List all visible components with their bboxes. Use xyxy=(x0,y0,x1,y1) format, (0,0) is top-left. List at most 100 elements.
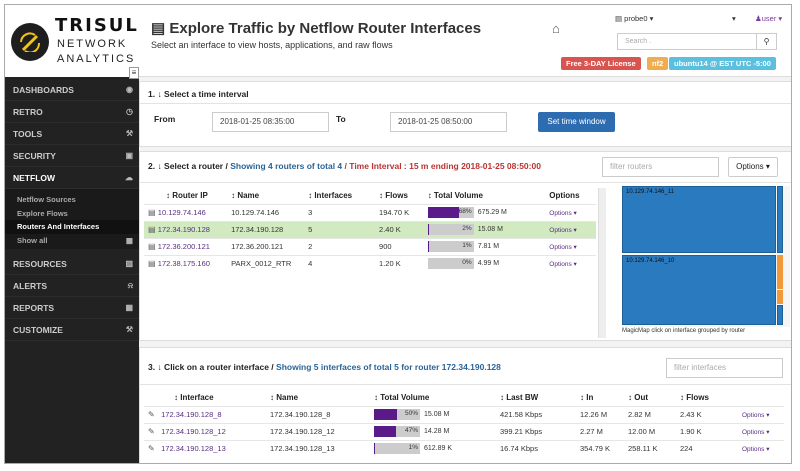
col-total-volume[interactable]: ↕ Total Volume xyxy=(374,393,430,403)
search-icon: ⚲ xyxy=(763,37,770,46)
section1-title: 1. ↓ Select a time interval xyxy=(148,89,249,99)
magicmap-box-small[interactable] xyxy=(777,186,783,253)
sidebar-item-alerts[interactable]: ALERTS ⍾ xyxy=(5,275,139,297)
table-row[interactable]: ✎ 172.34.190.128_8 172.34.190.128_8 50% 1… xyxy=(144,405,784,423)
home-icon[interactable]: ⌂ xyxy=(552,21,560,36)
row-options-dropdown[interactable]: Options ▾ xyxy=(549,244,577,251)
col-name[interactable]: ↕ Name xyxy=(270,393,299,403)
brand-line2: NETWORK xyxy=(57,38,128,50)
sidebar-item-dashboards[interactable]: DASHBOARDS ◉ xyxy=(5,79,139,101)
from-datetime-input[interactable]: 2018-01-25 08:35:00 xyxy=(212,112,329,132)
filter-interfaces-input[interactable]: filter interfaces xyxy=(666,358,783,378)
sidebar-item-label: SECURITY xyxy=(13,151,56,161)
submenu-item-explore-flows[interactable]: Explore Flows xyxy=(17,208,68,218)
to-datetime-input[interactable]: 2018-01-25 08:50:00 xyxy=(390,112,507,132)
col-name[interactable]: ↕ Name xyxy=(231,191,260,201)
submenu-item-routers-interfaces[interactable]: Routers And Interfaces xyxy=(5,220,139,234)
out-volume: 2.82 M xyxy=(624,405,676,423)
magicmap-box-interface-10[interactable]: 10.129.74.146_10 xyxy=(622,255,776,325)
submenu-item-show-all[interactable]: Show all ▦ xyxy=(5,234,139,248)
flows-count: 2.43 K xyxy=(676,405,738,423)
table-row-selected[interactable]: ▤ 172.34.190.128 172.34.190.128 5 2.40 K… xyxy=(144,220,596,238)
router-ip-link[interactable]: 10.129.74.146 xyxy=(157,208,206,217)
col-interfaces[interactable]: ↕ Interfaces xyxy=(308,191,353,201)
table-row[interactable]: ▤ 10.129.74.146 10.129.74.146 3 194.70 K… xyxy=(144,203,596,221)
search-box: Search . ⚲ xyxy=(617,33,777,50)
col-out[interactable]: ↕ Out xyxy=(628,393,648,403)
router-interfaces: 5 xyxy=(304,220,376,238)
status-badge-red[interactable]: 0 xyxy=(708,14,718,25)
grid-icon: ▦ xyxy=(125,235,133,245)
col-router-ip[interactable]: ↕ Router IP xyxy=(166,191,208,201)
col-options xyxy=(738,390,784,406)
sidebar-item-netflow[interactable]: NETFLOW ☁ xyxy=(5,167,139,189)
badge-count: 0 xyxy=(711,16,715,23)
sidebar-item-customize[interactable]: CUSTOMIZE ⚒ xyxy=(5,319,139,341)
sidebar-item-label: CUSTOMIZE xyxy=(13,325,63,335)
col-options: Options xyxy=(549,191,580,201)
sidebar-item-security[interactable]: SECURITY ▣ xyxy=(5,145,139,167)
status-badge-blue[interactable]: 0 xyxy=(720,14,730,25)
dashboard-icon: ◉ xyxy=(126,85,133,94)
search-input[interactable]: Search . xyxy=(625,38,652,45)
volume-value: 15.08 M xyxy=(477,226,503,233)
sidebar-item-retro[interactable]: RETRO ◷ xyxy=(5,101,139,123)
routers-table: ↕ Router IP ↕ Name ↕ Interfaces ↕ Flows … xyxy=(144,188,596,272)
col-flows[interactable]: ↕ Flows xyxy=(379,191,408,201)
sidebar-toggle-button[interactable]: ≡ xyxy=(129,67,139,79)
col-total-volume[interactable]: ↕ Total Volume xyxy=(427,191,483,201)
row-options-dropdown[interactable]: Options ▾ xyxy=(549,261,577,269)
magicmap-box-orange[interactable] xyxy=(777,290,783,304)
last-bw: 399.21 Kbps xyxy=(496,422,576,440)
table-row[interactable]: ✎ 172.34.190.128_13 172.34.190.128_13 1%… xyxy=(144,439,784,457)
interface-link[interactable]: 172.34.190.128_8 xyxy=(161,410,222,419)
row-options-dropdown[interactable]: Options ▾ xyxy=(549,210,577,217)
router-ip-link[interactable]: 172.38.175.160 xyxy=(157,259,210,269)
row-options-dropdown[interactable]: Options ▾ xyxy=(742,412,770,419)
section3-title: 3. ↓ Click on a router interface / Showi… xyxy=(148,362,501,372)
status-badge-green[interactable]: 0 xyxy=(672,14,682,25)
row-options-dropdown[interactable]: Options ▾ xyxy=(549,227,577,234)
user-menu[interactable]: ♟user ▾ xyxy=(755,14,783,23)
table-row[interactable]: ▤ 172.36.200.121 172.36.200.121 2 900 1%… xyxy=(144,237,596,255)
sidebar-item-resources[interactable]: RESOURCES ▨ xyxy=(5,253,139,275)
col-interface[interactable]: ↕ Interface xyxy=(174,393,214,403)
router-options-button[interactable]: Options ▾ xyxy=(728,157,778,177)
interface-link[interactable]: 172.34.190.128_13 xyxy=(161,444,226,454)
volume-bar: 2% xyxy=(427,224,474,235)
router-flows: 194.70 K xyxy=(375,203,424,221)
chevron-down-icon[interactable]: ▾ xyxy=(732,14,736,23)
routers-scrollbar[interactable] xyxy=(598,188,606,338)
status-badge-cyan[interactable]: 0 xyxy=(696,14,706,25)
sidebar-nav: DASHBOARDS ◉ RETRO ◷ TOOLS ⚒ SECURITY ▣ NETF… xyxy=(5,79,139,341)
probe-dropdown[interactable]: ▤ probe0 ▾ xyxy=(615,14,654,23)
magicmap-box-interface-11[interactable]: 10.129.74.146_11 xyxy=(622,186,776,253)
volume-bar: 1% xyxy=(374,443,420,455)
page-title: ▤ Explore Traffic by Netflow Router Inte… xyxy=(151,19,481,37)
status-badge-orange[interactable]: 0 xyxy=(684,14,694,25)
col-last-bw[interactable]: ↕ Last BW xyxy=(500,393,539,403)
sidebar-item-reports[interactable]: REPORTS ▦ xyxy=(5,297,139,319)
volume-bar-fill xyxy=(374,409,397,420)
filter-routers-input[interactable]: filter routers xyxy=(602,157,719,177)
table-row[interactable]: ✎ 172.34.190.128_12 172.34.190.128_12 47… xyxy=(144,422,784,440)
sidebar-item-label: RESOURCES xyxy=(13,259,67,269)
set-time-window-button[interactable]: Set time window xyxy=(538,112,615,132)
logo-mark-icon xyxy=(20,32,40,52)
bell-icon: ⍾ xyxy=(127,281,133,290)
router-ip-link[interactable]: 172.36.200.121 xyxy=(157,242,210,251)
router-ip-link[interactable]: 172.34.190.128 xyxy=(157,225,210,234)
table-icon: ▤ xyxy=(151,20,170,37)
magicmap-box-small[interactable] xyxy=(777,305,783,325)
magicmap-box-orange[interactable] xyxy=(777,255,783,289)
sidebar-item-tools[interactable]: TOOLS ⚒ xyxy=(5,123,139,145)
row-options-dropdown[interactable]: Options ▾ xyxy=(742,429,770,436)
submenu-item-netflow-sources[interactable]: Netflow Sources xyxy=(17,195,76,204)
table-row[interactable]: ▤ 172.38.175.160 PARX_0012_RTR 4 1.20 K … xyxy=(144,254,596,272)
wrench-icon: ⚒ xyxy=(125,129,133,138)
search-button[interactable]: ⚲ xyxy=(756,34,776,49)
interface-link[interactable]: 172.34.190.128_12 xyxy=(161,427,226,436)
col-flows[interactable]: ↕ Flows xyxy=(680,393,709,403)
row-options-dropdown[interactable]: Options ▾ xyxy=(742,446,770,454)
col-in[interactable]: ↕ In xyxy=(580,393,594,403)
